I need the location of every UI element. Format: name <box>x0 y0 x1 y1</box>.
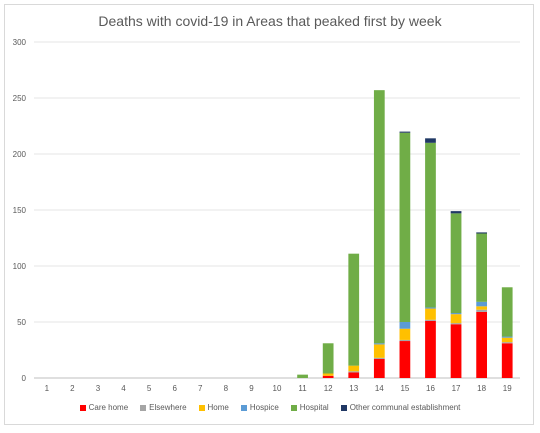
x-tick-label: 5 <box>147 384 152 393</box>
bar-segment <box>399 132 411 322</box>
legend-label: Home <box>207 403 229 412</box>
chart-title: Deaths with covid-19 in Areas that peake… <box>98 13 442 29</box>
x-tick-label: 11 <box>298 384 307 393</box>
x-tick-label: 14 <box>375 384 384 393</box>
legend-item: Care home <box>79 403 129 412</box>
x-tick-label: 19 <box>503 384 512 393</box>
y-tick-label: 100 <box>13 262 27 271</box>
bar-segment <box>322 373 334 376</box>
x-tick-label: 7 <box>198 384 203 393</box>
legend-swatch <box>140 404 147 411</box>
bar-segment <box>425 308 436 320</box>
bar-segment <box>450 323 462 325</box>
bar-segment <box>476 309 488 312</box>
bar-segment <box>348 253 360 366</box>
legend-swatch <box>290 404 297 411</box>
bar-segment <box>425 142 436 308</box>
bar-segment <box>476 232 488 234</box>
bar-segment <box>348 371 360 373</box>
bar-segment <box>450 313 462 315</box>
bar-segment <box>476 301 488 307</box>
x-tick-label: 4 <box>121 384 126 393</box>
bar-segment <box>425 319 436 321</box>
x-tick-label: 16 <box>426 384 435 393</box>
bar-segment <box>373 90 385 344</box>
chart-legend: Care home Elsewhere Home Hospice Hospital Oth… <box>0 403 540 412</box>
bar-segment <box>501 336 513 338</box>
legend-label: Elsewhere <box>149 403 187 412</box>
legend-swatch <box>79 404 86 411</box>
x-tick-label: 12 <box>324 384 333 393</box>
legend-item: Hospital <box>290 403 329 412</box>
bar-segment <box>373 357 385 359</box>
y-tick-label: 200 <box>13 150 27 159</box>
legend-label: Hospital <box>299 403 329 412</box>
bar-segment <box>373 358 385 378</box>
legend-label: Other communal establishment <box>349 403 461 412</box>
bar-segment <box>425 320 436 378</box>
legend-item: Other communal establishment <box>340 403 461 412</box>
x-tick-label: 1 <box>45 384 50 393</box>
bar-segment <box>450 324 462 378</box>
x-tick-label: 15 <box>400 384 409 393</box>
legend-label: Hospice <box>249 403 279 412</box>
y-tick-label: 250 <box>13 94 27 103</box>
x-tick-label: 18 <box>477 384 486 393</box>
bar-segment <box>399 328 411 340</box>
bar-segment <box>501 287 513 337</box>
bar-segment <box>476 233 488 302</box>
y-tick-label: 150 <box>13 206 27 215</box>
bar-segment <box>322 375 334 378</box>
legend-item: Hospice <box>240 403 279 412</box>
chart-frame <box>4 4 534 425</box>
bar-segment <box>501 343 513 378</box>
bar-segment <box>373 343 385 345</box>
bar-segment <box>399 339 411 342</box>
bar-segment <box>425 307 436 309</box>
legend-label: Care home <box>88 403 129 412</box>
legend-item: Home <box>198 403 229 412</box>
bar-segment <box>501 342 513 344</box>
x-tick-label: 3 <box>96 384 101 393</box>
x-tick-label: 6 <box>172 384 177 393</box>
legend-item: Elsewhere <box>140 403 187 412</box>
x-tick-label: 13 <box>349 384 358 393</box>
bar-segment <box>399 322 411 329</box>
bar-segment <box>425 138 436 143</box>
bar-segment <box>297 374 308 378</box>
bar-segment <box>399 131 411 133</box>
x-tick-label: 10 <box>273 384 282 393</box>
legend-swatch <box>240 404 247 411</box>
y-tick-label: 300 <box>13 38 27 47</box>
bar-segment <box>348 365 360 372</box>
y-tick-label: 50 <box>17 318 26 327</box>
legend-swatch <box>340 404 347 411</box>
x-tick-label: 9 <box>249 384 254 393</box>
x-tick-label: 8 <box>224 384 229 393</box>
legend-swatch <box>198 404 205 411</box>
bar-segment <box>399 341 411 378</box>
y-tick-label: 0 <box>22 374 27 383</box>
x-tick-label: 2 <box>70 384 75 393</box>
bar-segment <box>476 306 488 310</box>
bar-segment <box>373 344 385 358</box>
bar-segment <box>348 372 360 378</box>
bar-segment <box>501 337 513 343</box>
bar-segment <box>450 211 462 214</box>
bar-segment <box>450 213 462 314</box>
x-tick-label: 17 <box>452 384 461 393</box>
bar-segment <box>476 311 488 378</box>
bar-segment <box>450 314 462 324</box>
bar-segment <box>322 343 334 374</box>
